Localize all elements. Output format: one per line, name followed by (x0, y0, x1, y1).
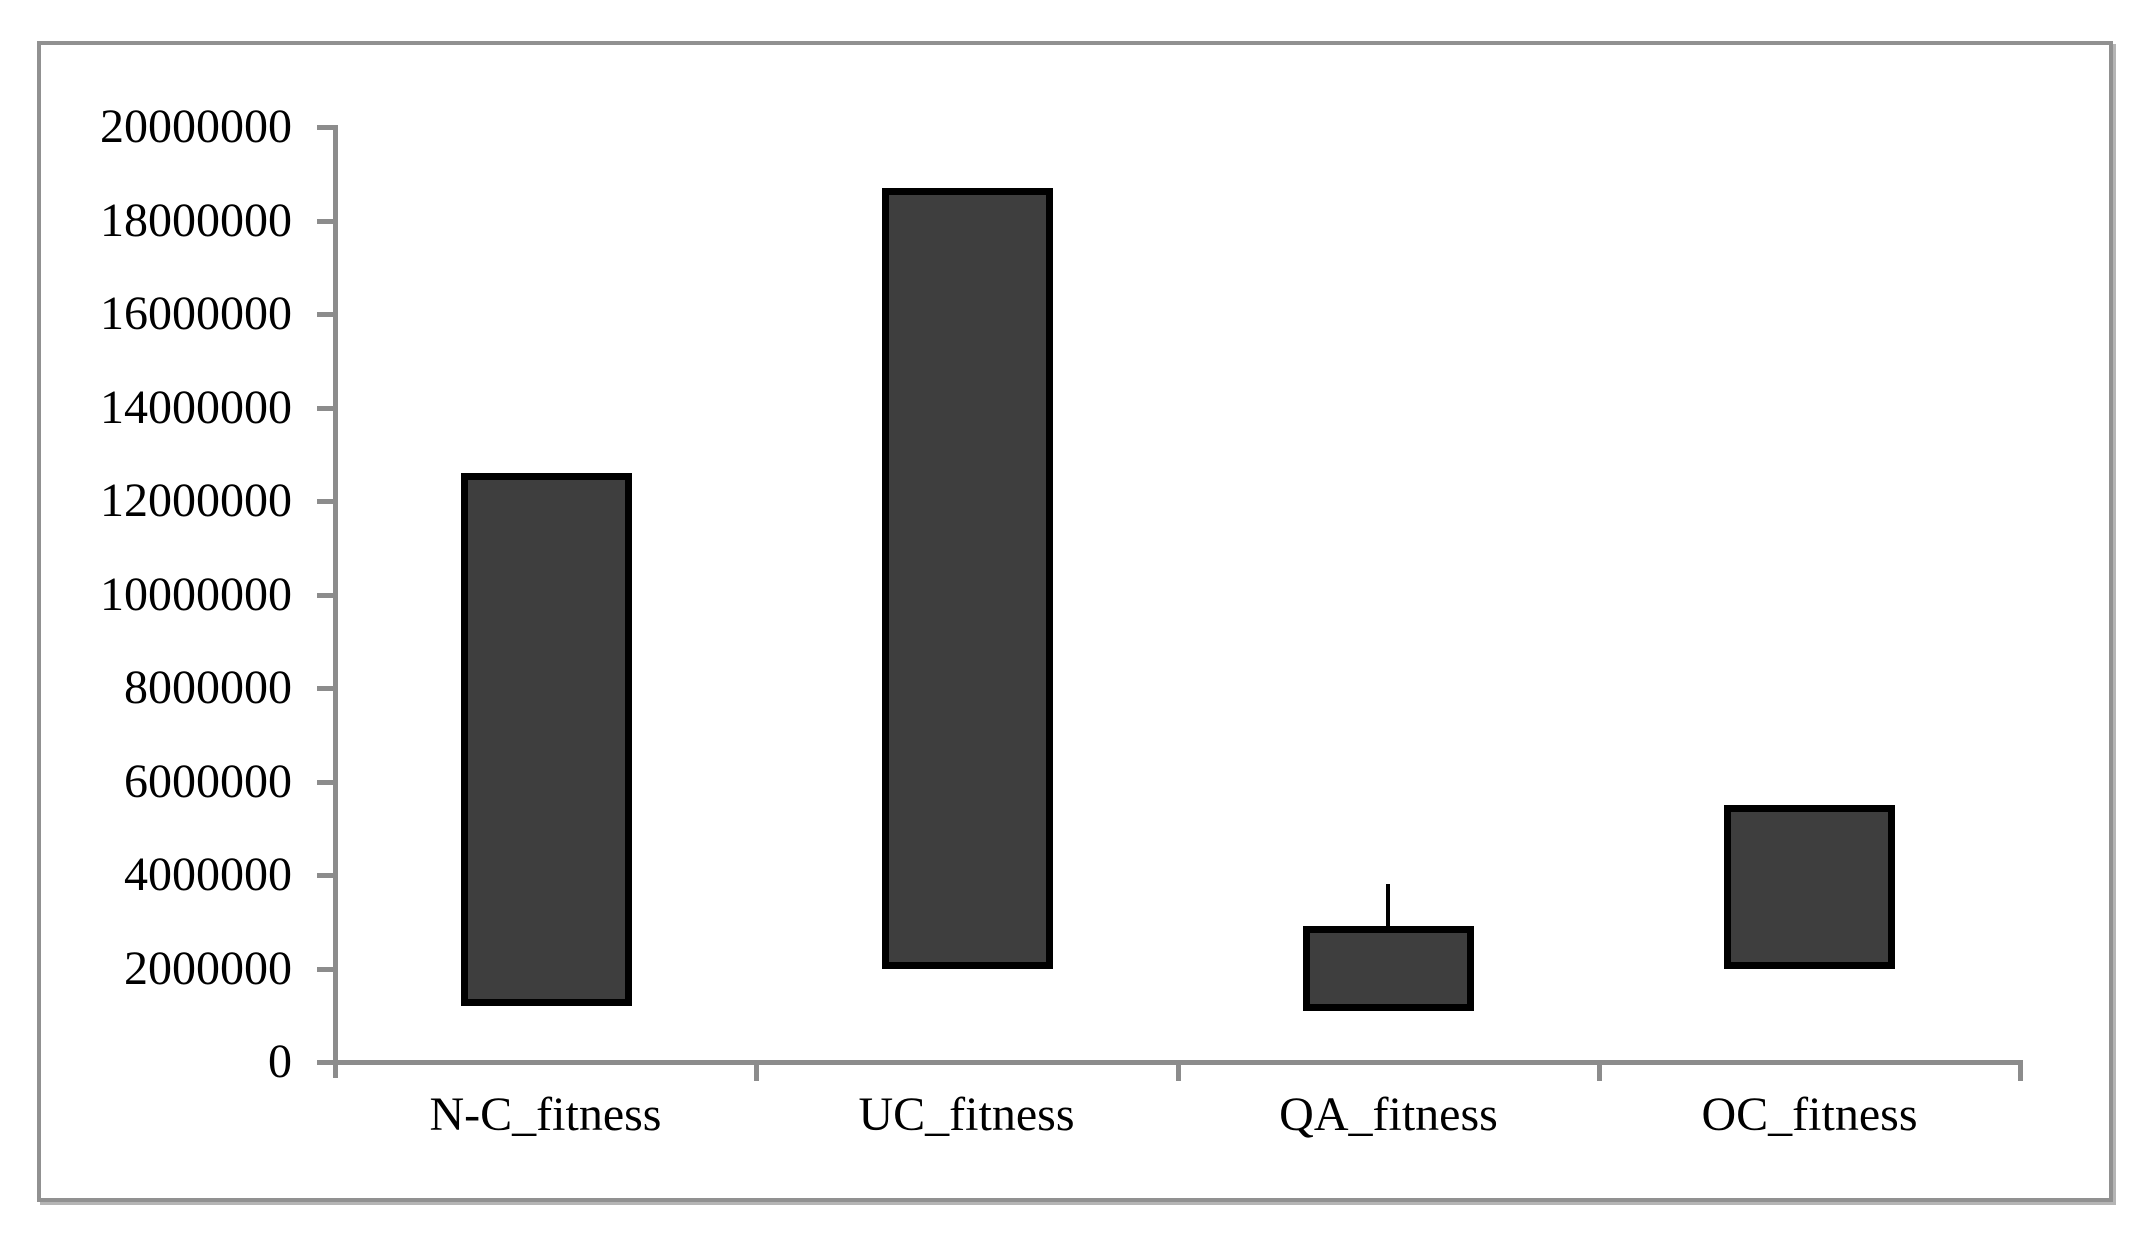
x-tick (1597, 1065, 1602, 1081)
y-axis-line (333, 125, 338, 1078)
y-tick (317, 219, 334, 224)
y-tick (317, 125, 334, 130)
x-category-label: OC_fitness (1701, 1088, 1918, 1141)
y-tick-label: 16000000 (100, 287, 292, 340)
y-tick-label: 18000000 (100, 194, 292, 247)
y-tick (317, 873, 334, 878)
y-tick (317, 967, 334, 972)
y-tick-label: 0 (268, 1035, 292, 1088)
y-tick-label: 10000000 (100, 568, 292, 621)
y-tick-label: 4000000 (124, 848, 292, 901)
y-tick-label: 20000000 (100, 100, 292, 153)
y-tick (317, 499, 334, 504)
x-tick (1176, 1065, 1181, 1081)
error-bar (1386, 884, 1390, 934)
x-category-label: QA_fitness (1279, 1088, 1498, 1141)
y-tick-label: 12000000 (100, 474, 292, 527)
bar-uc-fitness (882, 188, 1053, 969)
y-tick-label: 14000000 (100, 381, 292, 434)
y-tick (317, 1060, 334, 1065)
y-tick (317, 406, 334, 411)
x-category-label: UC_fitness (858, 1088, 1075, 1141)
bar-oc-fitness (1724, 805, 1895, 969)
bar-qa-fitness (1303, 926, 1474, 1011)
y-tick (317, 686, 334, 691)
y-tick-label: 2000000 (124, 942, 292, 995)
x-tick (754, 1065, 759, 1081)
x-tick (2018, 1065, 2023, 1081)
chart-frame (37, 41, 2113, 1202)
y-tick-label: 8000000 (124, 661, 292, 714)
x-category-label: N-C_fitness (429, 1088, 662, 1141)
y-tick (317, 312, 334, 317)
y-tick-label: 6000000 (124, 755, 292, 808)
bar-n-c-fitness (461, 473, 632, 1006)
y-tick (317, 593, 334, 598)
y-tick (317, 780, 334, 785)
x-axis-line (333, 1060, 2023, 1065)
